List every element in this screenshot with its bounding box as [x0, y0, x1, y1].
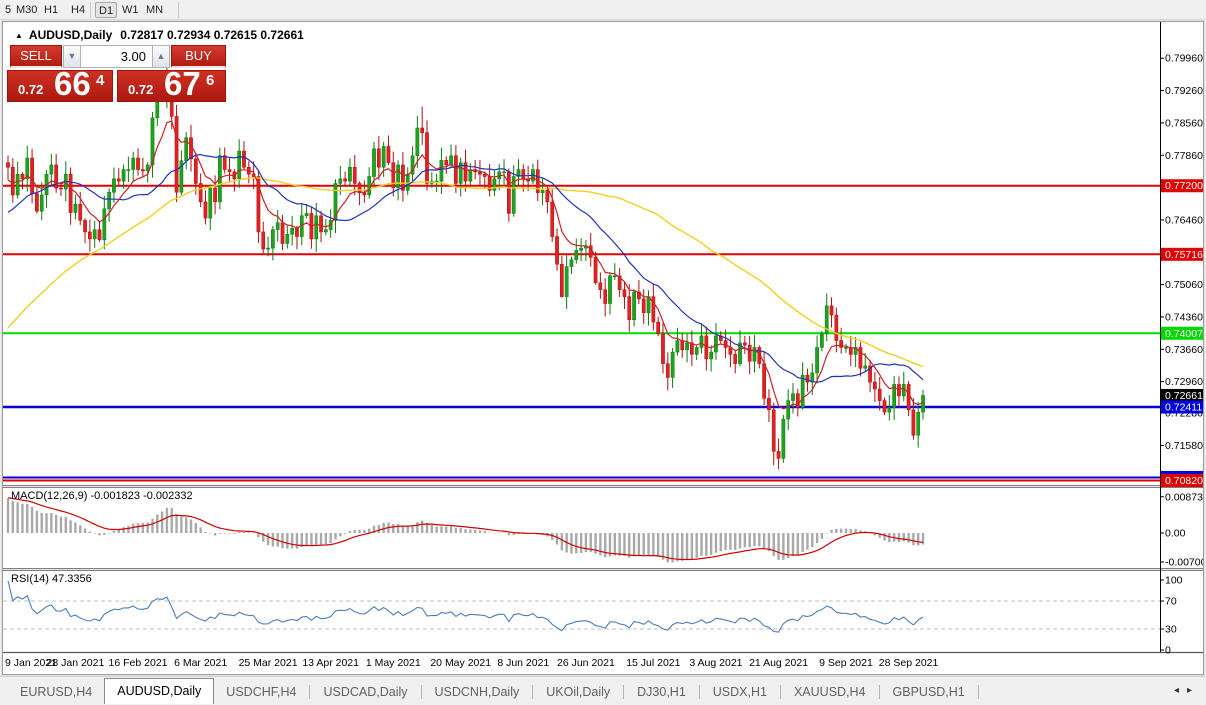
- chart-tab-dj30[interactable]: DJ30,H1: [637, 685, 686, 699]
- tab-strip: EURUSD,H4 AUDUSD,Daily USDCHF,H4 USDCAD,Dai…: [8, 677, 980, 705]
- macd-axis-tick: 0.008739: [1165, 491, 1203, 503]
- price-level-label: 0.74007: [1165, 328, 1203, 340]
- date-axis-label: 20 May 2021: [430, 657, 491, 669]
- price-axis-tick: 0.76460: [1165, 214, 1203, 226]
- buy-price-box[interactable]: 0.72 67 6: [117, 65, 226, 102]
- chart-tab-bar: EURUSD,H4 AUDUSD,Daily USDCHF,H4 USDCAD,Dai…: [0, 676, 1206, 705]
- date-axis-label: 28 Sep 2021: [879, 657, 939, 669]
- ohlc-values: 0.72817 0.72934 0.72615 0.72661: [120, 28, 304, 42]
- volume-increase-icon[interactable]: ▲: [152, 45, 170, 68]
- timeframe-button-w1[interactable]: W1: [122, 4, 139, 16]
- date-axis-label: 9 Jan 2021: [5, 657, 57, 669]
- price-level-label: 0.72661: [1165, 390, 1203, 402]
- date-axis-label: 25 Mar 2021: [239, 657, 298, 669]
- toolbar-separator: [178, 2, 179, 18]
- chart-tab-ukoil[interactable]: UKOil,Daily: [546, 685, 611, 699]
- date-axis-label: 26 Jun 2021: [557, 657, 615, 669]
- tab-scroll-arrows[interactable]: ◂▸: [1174, 685, 1200, 696]
- price-axis-tick: 0.72960: [1165, 376, 1203, 388]
- macd-signal-line: [7, 497, 924, 561]
- price-axis-tick: 0.74360: [1165, 311, 1203, 323]
- tab-separator: [779, 685, 781, 699]
- toolbar-separator: [90, 2, 91, 18]
- tab-scroll-right-icon[interactable]: ▸: [1186, 685, 1200, 696]
- sell-price-prefix: 0.72: [18, 82, 44, 97]
- rsi-label: RSI(14) 47.3356: [11, 573, 92, 585]
- price-level-label: 0.75716: [1165, 249, 1203, 261]
- moving-average-medium: [7, 153, 924, 383]
- moving-average-fast: [7, 120, 924, 410]
- buy-price-prefix: 0.72: [128, 82, 154, 97]
- macd-label: MACD(12,26,9) -0.001823 -0.002332: [11, 490, 193, 502]
- price-level-label: 0.77200: [1165, 180, 1203, 192]
- rsi-axis-tick: 70: [1165, 596, 1177, 608]
- chart-tab-xauusd[interactable]: XAUUSD,H4: [793, 685, 866, 699]
- sell-price-box[interactable]: 0.72 66 4: [7, 65, 113, 102]
- price-axis-tick: 0.73660: [1165, 344, 1203, 356]
- chart-tab-usdcad[interactable]: USDCAD,Daily: [323, 685, 408, 699]
- date-axis-label: 8 Jun 2021: [497, 657, 549, 669]
- price-level-label: 0.70820: [1165, 475, 1203, 487]
- price-axis-tick: 0.71580: [1165, 440, 1203, 452]
- date-axis-label: 16 Feb 2021: [109, 657, 168, 669]
- price-axis-tick: 0.78560: [1165, 117, 1203, 129]
- price-axis-tick: 0.79260: [1165, 85, 1203, 97]
- chart-tab-gbpusd[interactable]: GBPUSD,H1: [892, 685, 965, 699]
- price-axis-tick: 0.79960: [1165, 53, 1203, 65]
- date-axis-label: 13 Apr 2021: [302, 657, 359, 669]
- date-axis-label: 9 Sep 2021: [819, 657, 873, 669]
- date-axis-label: 28 Jan 2021: [47, 657, 105, 669]
- buy-price-main: 67: [164, 65, 201, 102]
- chart-tab-eurusd[interactable]: EURUSD,H4: [20, 685, 93, 699]
- timeframe-button-h4[interactable]: H4: [71, 4, 86, 16]
- price-level-label: 0.72411: [1165, 401, 1202, 413]
- price-chart-canvas[interactable]: 0.79960 0.79260 0.78560 0.77860 0.76460 0.750…: [3, 22, 1203, 674]
- date-axis-label: 3 Aug 2021: [689, 657, 742, 669]
- timeframe-button-5[interactable]: 5: [5, 4, 12, 16]
- tab-separator: [623, 685, 625, 699]
- date-axis-label: 6 Mar 2021: [174, 657, 227, 669]
- tab-separator: [698, 685, 700, 699]
- timeframe-toolbar: 5 M30 H1 H4 D1 W1 MN: [0, 0, 1206, 20]
- tab-separator: [878, 685, 880, 699]
- macd-axis-tick: -0.00700: [1165, 557, 1203, 569]
- chart-tab-usdx[interactable]: USDX,H1: [712, 685, 767, 699]
- sell-price-pip: 4: [96, 72, 105, 89]
- date-axis-label: 15 Jul 2021: [626, 657, 680, 669]
- volume-input[interactable]: [81, 45, 152, 68]
- price-axis-tick: 0.75060: [1165, 279, 1203, 291]
- buy-button[interactable]: BUY: [171, 45, 226, 68]
- sell-button[interactable]: SELL: [10, 45, 62, 68]
- timeframe-button-h1[interactable]: H1: [44, 4, 59, 16]
- chart-window: ▲ AUDUSD,Daily 0.72817 0.72934 0.72615 0.7…: [2, 21, 1204, 675]
- macd-axis-tick: 0.00: [1165, 528, 1186, 540]
- date-axis-label: 21 Aug 2021: [749, 657, 808, 669]
- chart-tab-usdcnh[interactable]: USDCNH,Daily: [434, 685, 520, 699]
- volume-decrease-icon[interactable]: ▼: [63, 45, 81, 68]
- rsi-line: [7, 580, 924, 633]
- timeframe-button-m30[interactable]: M30: [16, 4, 38, 16]
- one-click-trading-panel: SELL ▼ ▲ BUY 0.72 66 4 0.72 67 6: [7, 45, 226, 102]
- rsi-axis-tick: 30: [1165, 624, 1177, 636]
- rsi-axis-tick: 100: [1165, 575, 1183, 587]
- date-axis-label: 1 May 2021: [366, 657, 421, 669]
- tab-separator: [532, 685, 534, 699]
- timeframe-button-d1[interactable]: D1: [95, 2, 118, 18]
- moving-average-slow: [7, 176, 924, 368]
- buy-price-pip: 6: [206, 72, 215, 89]
- tab-separator: [309, 685, 311, 699]
- chart-tab-audusd[interactable]: AUDUSD,Daily: [104, 678, 215, 704]
- sell-price-main: 66: [54, 65, 91, 102]
- tab-scroll-left-icon[interactable]: ◂: [1173, 685, 1187, 696]
- collapse-panel-icon[interactable]: ▲: [15, 31, 23, 40]
- timeframe-button-mn[interactable]: MN: [146, 4, 164, 16]
- symbol-period-label: AUDUSD,Daily: [28, 28, 113, 42]
- tab-separator: [977, 685, 979, 699]
- chart-tab-usdchf[interactable]: USDCHF,H4: [226, 685, 297, 699]
- tab-separator: [420, 685, 422, 699]
- rsi-axis-tick: 0: [1165, 645, 1171, 657]
- chart-title: ▲ AUDUSD,Daily 0.72817 0.72934 0.72615 0.7…: [15, 28, 304, 42]
- price-axis-tick: 0.77860: [1165, 150, 1203, 162]
